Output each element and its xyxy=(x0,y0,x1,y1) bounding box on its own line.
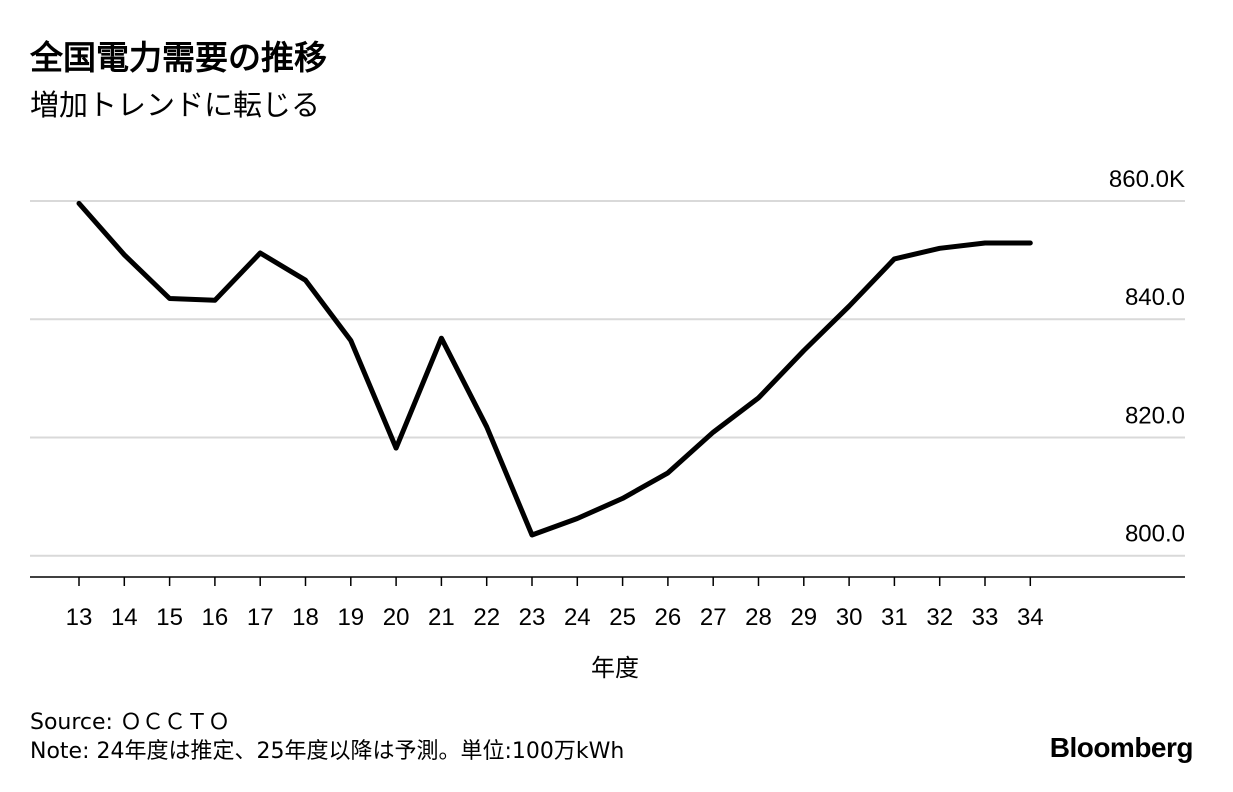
x-tick-label: 29 xyxy=(790,604,817,631)
x-tick-label: 17 xyxy=(247,604,274,631)
x-tick-label: 21 xyxy=(428,604,455,631)
x-tick-label: 33 xyxy=(972,604,999,631)
x-tick-label: 14 xyxy=(111,604,138,631)
y-tick-label: 820.0 xyxy=(1125,402,1185,429)
y-tick-label: 840.0 xyxy=(1125,284,1185,311)
chart-title: 全国電力需要の推移 xyxy=(30,38,327,77)
bloomberg-logo: Bloomberg xyxy=(1049,732,1194,763)
x-tick-label: 26 xyxy=(655,604,682,631)
x-tick-label: 27 xyxy=(700,604,727,631)
grid-lines xyxy=(30,200,1185,557)
source-text: Source: ＯＣＣＴＯ xyxy=(30,710,230,735)
x-tick-label: 15 xyxy=(156,604,183,631)
x-tick-label: 19 xyxy=(337,604,364,631)
x-tick-label: 34 xyxy=(1017,604,1044,631)
x-tick-label: 24 xyxy=(564,604,591,631)
x-axis-ticks: 13 14 15 16 17 18 19 20 21 22 23 24 25 26 27 28 29 30 31 32… xyxy=(66,577,1044,631)
x-axis-label: 年度 xyxy=(591,654,639,682)
x-tick-label: 22 xyxy=(473,604,500,631)
x-tick-label: 30 xyxy=(836,604,863,631)
x-tick-label: 25 xyxy=(609,604,636,631)
y-tick-label: 800.0 xyxy=(1125,521,1185,548)
x-tick-label: 23 xyxy=(519,604,546,631)
y-tick-label: 860.0K xyxy=(1109,166,1185,193)
x-tick-label: 32 xyxy=(926,604,953,631)
x-tick-label: 20 xyxy=(383,604,410,631)
x-tick-label: 28 xyxy=(745,604,772,631)
x-tick-label: 13 xyxy=(66,604,93,631)
series-line xyxy=(76,200,1033,538)
x-tick-label: 18 xyxy=(292,604,319,631)
x-tick-label: 31 xyxy=(881,604,908,631)
chart-subtitle: 増加トレンドに転じる xyxy=(30,88,321,122)
x-tick-label: 16 xyxy=(202,604,229,631)
y-axis-ticks: 800.0 820.0 840.0 860.0K xyxy=(1109,166,1185,548)
note-text: Note: 24年度は推定、25年度以降は予測。単位:100万kWh xyxy=(30,739,625,764)
